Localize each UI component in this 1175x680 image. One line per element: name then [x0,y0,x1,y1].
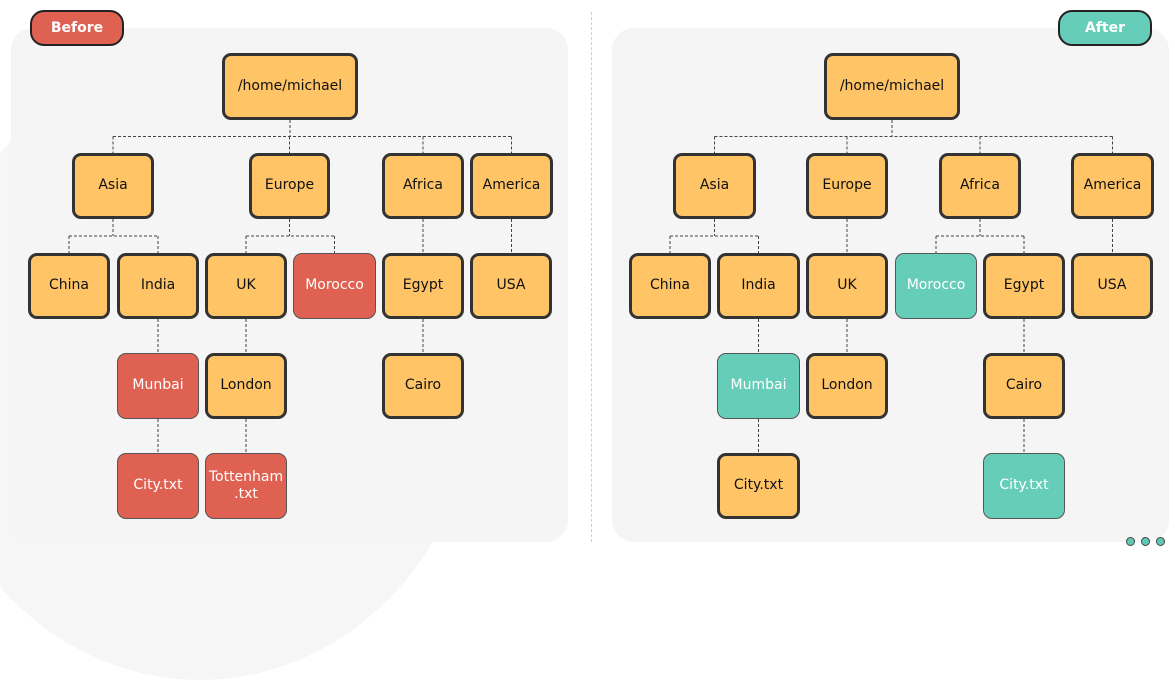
before-node-city-txt[interactable]: City.txt [117,453,199,519]
pagination-dot[interactable] [1126,537,1135,546]
before-node-usa[interactable]: USA [470,253,552,319]
after-node-europe[interactable]: Europe [806,153,888,219]
tree-connectors [68,120,1113,453]
before-node-america[interactable]: America [470,153,553,219]
before-node-india[interactable]: India [117,253,199,319]
after-node-city-txt-mumbai[interactable]: City.txt [717,453,800,519]
after-node-china[interactable]: China [629,253,711,319]
panel-divider [591,12,592,542]
pagination-dot[interactable] [1156,537,1165,546]
before-node-cairo[interactable]: Cairo [382,353,464,419]
before-node-london[interactable]: London [205,353,287,419]
after-node-egypt[interactable]: Egypt [983,253,1065,319]
before-node-china[interactable]: China [28,253,110,319]
before-node-tottenham-txt[interactable]: Tottenham .txt [205,453,287,519]
after-node-cairo[interactable]: Cairo [983,353,1065,419]
after-node-asia[interactable]: Asia [673,153,756,219]
before-node-europe[interactable]: Europe [249,153,330,219]
after-node-africa[interactable]: Africa [939,153,1021,219]
after-node-home-michael[interactable]: /home/michael [824,53,960,120]
pagination-dots[interactable] [1126,537,1165,546]
before-node-egypt[interactable]: Egypt [382,253,464,319]
after-node-usa[interactable]: USA [1071,253,1153,319]
before-node-munbai[interactable]: Munbai [117,353,199,419]
before-node-asia[interactable]: Asia [72,153,154,219]
after-node-london[interactable]: London [806,353,888,419]
after-node-morocco[interactable]: Morocco [895,253,977,319]
before-node-morocco[interactable]: Morocco [293,253,376,319]
after-label: After [1058,10,1152,46]
after-node-uk[interactable]: UK [806,253,888,319]
pagination-dot[interactable] [1141,537,1150,546]
before-node-home-michael[interactable]: /home/michael [222,53,358,120]
after-node-mumbai[interactable]: Mumbai [717,353,800,419]
before-node-uk[interactable]: UK [205,253,287,319]
before-label: Before [30,10,124,46]
after-node-india[interactable]: India [717,253,800,319]
after-node-city-txt-cairo[interactable]: City.txt [983,453,1065,519]
before-node-africa[interactable]: Africa [382,153,464,219]
after-node-america[interactable]: America [1071,153,1154,219]
